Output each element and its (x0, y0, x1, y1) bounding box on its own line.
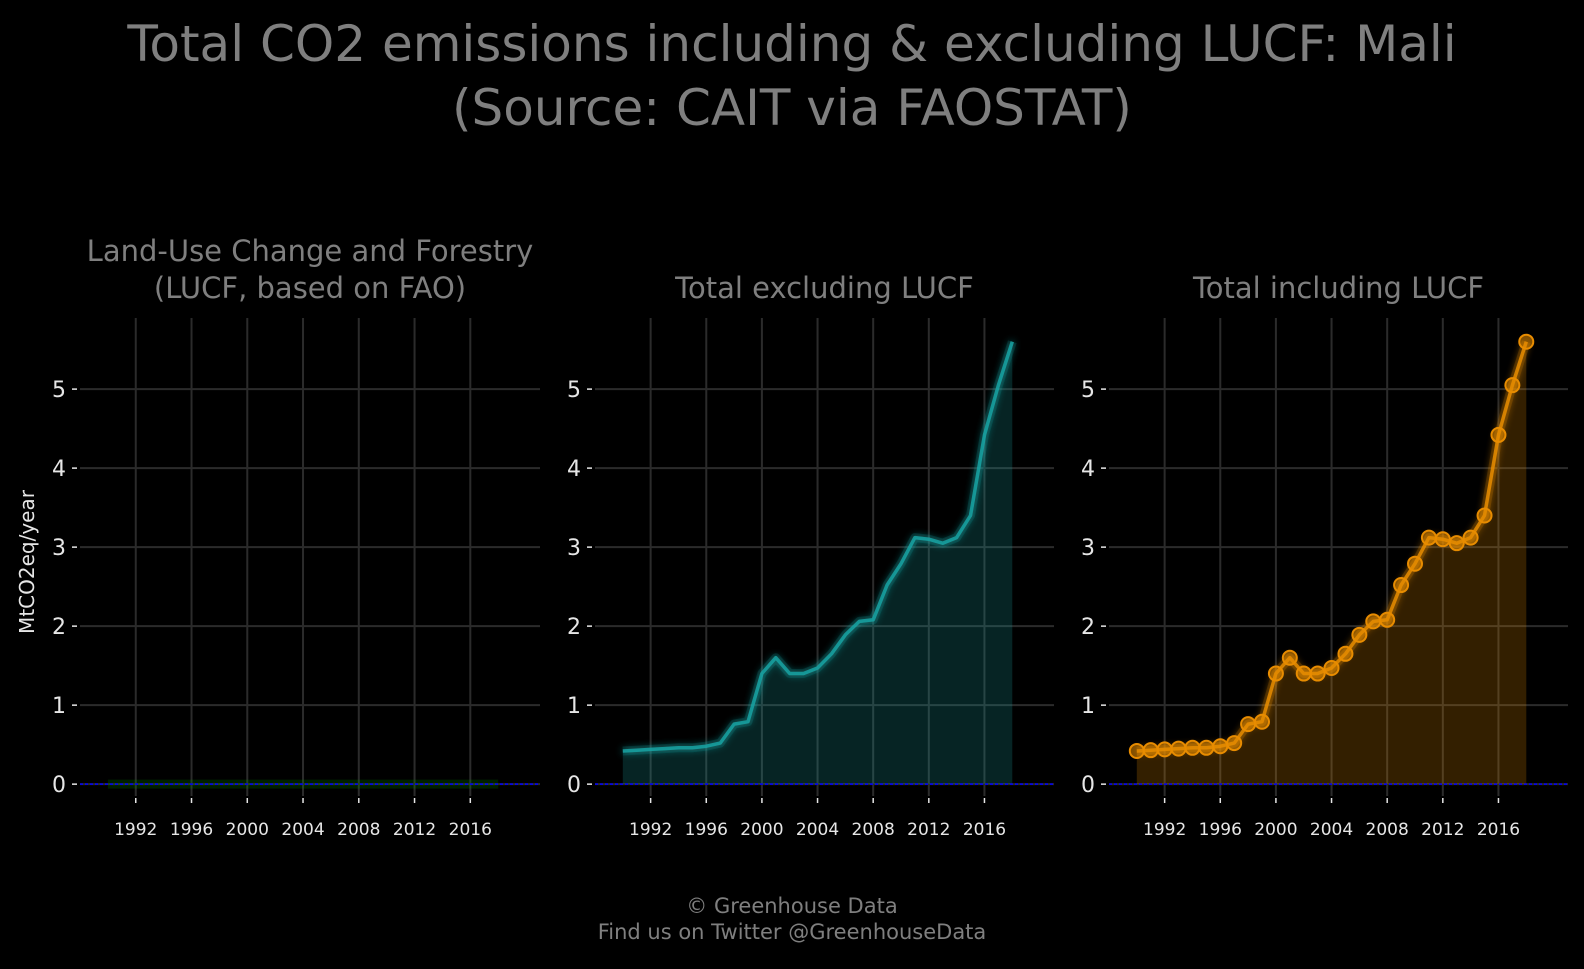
data-point (1170, 740, 1187, 757)
y-tick-label: 2 (52, 615, 66, 640)
x-tick-label: 2004 (281, 820, 324, 840)
data-point (1448, 535, 1465, 552)
y-tick-label: 3 (52, 536, 66, 561)
data-point (1281, 649, 1298, 666)
y-tick-label: 4 (1081, 457, 1095, 482)
x-tick-label: 2004 (1310, 820, 1353, 840)
data-point (1184, 739, 1201, 756)
data-point (1309, 665, 1326, 682)
x-tick-label: 2016 (1477, 820, 1520, 840)
y-tick-label: 0 (1081, 773, 1095, 798)
data-point (1323, 660, 1340, 677)
data-point (1504, 377, 1521, 394)
panel-title: (LUCF, based on FAO) (154, 271, 466, 305)
data-point (1226, 735, 1243, 752)
y-tick-label: 5 (52, 378, 66, 403)
x-tick-label: 2000 (226, 820, 269, 840)
data-point (1379, 611, 1396, 628)
x-tick-label: 1996 (1199, 820, 1242, 840)
data-point (1240, 716, 1257, 733)
x-tick-label: 1992 (629, 820, 672, 840)
x-tick-label: 1992 (1143, 820, 1186, 840)
y-tick-label: 4 (567, 457, 581, 482)
data-point (1351, 626, 1368, 643)
data-point (1267, 665, 1284, 682)
x-tick-label: 2012 (907, 820, 950, 840)
data-point (1156, 741, 1173, 758)
series-line (622, 341, 1014, 753)
x-tick-label: 1996 (685, 820, 728, 840)
chart-panel-1: 0 1 2 3 4 5 1992 1996 2000 2004 2008 2012 2016 Land-U… (15, 234, 540, 840)
data-point (1337, 645, 1354, 662)
data-point (1365, 613, 1382, 630)
x-tick-label: 2012 (1421, 820, 1464, 840)
y-tick-label: 1 (567, 694, 581, 719)
x-tick-label: 2012 (393, 820, 436, 840)
y-tick-label: 3 (1081, 536, 1095, 561)
x-tick-label: 2000 (740, 820, 783, 840)
y-tick-label: 2 (567, 615, 581, 640)
y-tick-label: 5 (567, 378, 581, 403)
data-point (1254, 713, 1270, 730)
x-tick-label: 2016 (963, 820, 1006, 840)
x-tick-label: 1996 (170, 820, 213, 840)
footer: © Greenhouse Data Find us on Twitter @Gr… (0, 893, 1584, 945)
footer-twitter: Find us on Twitter @GreenhouseData (597, 920, 987, 944)
panel-title: Land-Use Change and Forestry (87, 234, 534, 268)
y-tick-label: 1 (52, 694, 66, 719)
x-tick-label: 2004 (796, 820, 839, 840)
chart-panel-3: 0 1 2 3 4 5 1992 1996 2000 2004 2008 2012 2016 Total … (1081, 271, 1568, 840)
y-tick-label: 2 (1081, 615, 1095, 640)
y-tick-label: 5 (1081, 378, 1095, 403)
data-point (1476, 507, 1493, 524)
footer-copyright: © Greenhouse Data (686, 894, 898, 918)
panel-title: Total including LUCF (1192, 271, 1484, 305)
data-point (1518, 333, 1535, 350)
data-point (1128, 742, 1145, 759)
y-tick-label: 1 (1081, 694, 1095, 719)
y-tick-label: 3 (567, 536, 581, 561)
y-axis-label: MtCO2eq/year (15, 489, 39, 634)
data-point (1198, 739, 1215, 756)
data-point (1420, 529, 1437, 546)
x-tick-label: 1992 (114, 820, 157, 840)
data-point (1462, 529, 1479, 546)
page-title: Total CO2 emissions including & excludin… (0, 12, 1584, 140)
x-tick-label: 2016 (449, 820, 492, 840)
data-point (1295, 665, 1312, 682)
chart-panel-2: 0 1 2 3 4 5 1992 1996 2000 2004 2008 2012 2016 Total … (567, 271, 1054, 840)
data-point (1434, 531, 1451, 548)
page-title-line-1: Total CO2 emissions including & excludin… (127, 15, 1457, 73)
panel-title: Total excluding LUCF (674, 271, 974, 305)
data-point (1212, 738, 1229, 755)
y-tick-label: 0 (567, 773, 581, 798)
x-tick-label: 2008 (337, 820, 380, 840)
page-title-line-2: (Source: CAIT via FAOSTAT) (452, 79, 1132, 137)
series-area (1136, 341, 1527, 785)
y-tick-label: 4 (52, 457, 66, 482)
series-area (622, 341, 1013, 785)
data-point (1142, 742, 1159, 759)
x-tick-label: 2008 (852, 820, 895, 840)
x-tick-label: 2008 (1366, 820, 1409, 840)
data-point (1407, 555, 1423, 572)
y-tick-label: 0 (52, 773, 66, 798)
x-tick-label: 2000 (1254, 820, 1297, 840)
data-point (1490, 426, 1507, 443)
data-point (1393, 577, 1410, 594)
